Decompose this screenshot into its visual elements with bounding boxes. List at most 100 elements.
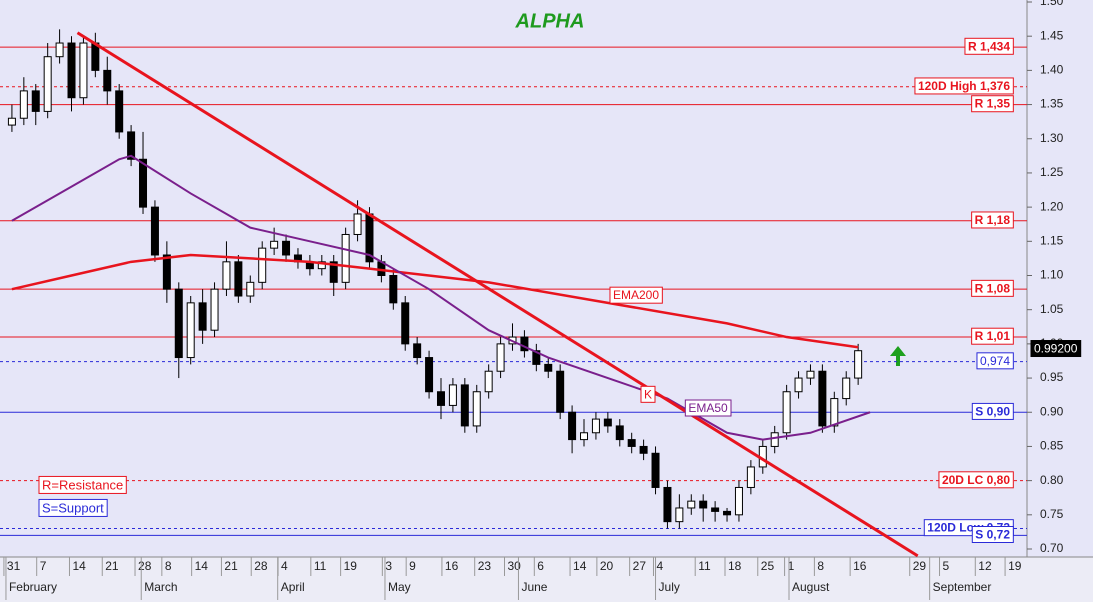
candle-body (115, 90, 124, 133)
label-box (964, 37, 1014, 55)
plot-background (0, 0, 1093, 557)
candle-body (127, 131, 136, 160)
level-label: R 1,01 (975, 329, 1011, 343)
y-tick-label: 1.15 (1040, 233, 1064, 247)
x-tick-label: 28 (254, 559, 268, 573)
x-tick-label: 11 (314, 559, 327, 573)
month-label: September (933, 580, 992, 594)
candle-body (234, 261, 243, 297)
level-label: R 1,35 (975, 97, 1011, 111)
candle-body (556, 370, 565, 413)
x-tick-label: 8 (165, 559, 172, 573)
line-label: K (644, 387, 652, 401)
x-tick-label: 20 (600, 559, 614, 573)
label-box (971, 327, 1014, 345)
label-box (971, 279, 1014, 297)
label-box (609, 286, 663, 304)
label-box (971, 402, 1014, 420)
level-label: R 1,18 (975, 213, 1011, 227)
candle-body (448, 384, 457, 406)
x-tick-label: 8 (817, 559, 824, 573)
x-tick-label: 27 (633, 559, 647, 573)
label-box (938, 471, 1014, 489)
candle-body (472, 391, 481, 427)
x-tick-label: 14 (195, 559, 209, 573)
label-box (640, 385, 656, 403)
x-tick-label: 21 (224, 559, 238, 573)
x-tick-label: 12 (978, 559, 992, 573)
x-tick-label: 9 (409, 559, 416, 573)
candle-body (270, 240, 279, 249)
candle-body (19, 90, 28, 119)
indicator-line (76, 31, 919, 558)
y-tick-label: 0.95 (1040, 370, 1064, 384)
x-tick-label: 1 (788, 559, 795, 573)
indicator-line (11, 253, 859, 349)
label-box (971, 525, 1014, 543)
month-label: March (144, 580, 177, 594)
x-tick-label: 19 (1008, 559, 1022, 573)
x-tick-label: 7 (40, 559, 47, 573)
y-tick-label: 1.30 (1040, 131, 1064, 145)
x-tick-label: 21 (105, 559, 119, 573)
candle-body (329, 261, 338, 283)
candle-body (43, 56, 52, 112)
month-label: August (792, 580, 830, 594)
candle-body (353, 213, 362, 235)
x-tick-label: 6 (537, 559, 544, 573)
candle-body (580, 432, 589, 441)
month-label: February (9, 580, 57, 594)
level-label: S 0,90 (975, 404, 1010, 418)
x-tick-label: 29 (913, 559, 927, 573)
x-tick-label: 28 (138, 559, 152, 573)
candle-body (436, 391, 445, 406)
candle-body (317, 261, 326, 270)
candle-body (7, 117, 16, 126)
candle-body (282, 240, 291, 256)
candle-body (627, 439, 636, 447)
y-tick-label: 1.20 (1040, 199, 1064, 213)
candle-body (401, 302, 410, 345)
chart-title: ALPHA (515, 10, 585, 32)
label-box (976, 352, 1014, 370)
x-tick-label: 4 (656, 559, 663, 573)
line-label: EMA50 (688, 401, 728, 415)
indicator-line (11, 154, 871, 441)
candle-body (258, 247, 267, 283)
candle-body (520, 336, 529, 352)
month-label: June (521, 580, 547, 594)
candle-body (615, 425, 624, 441)
candle-body (484, 370, 493, 393)
candle-body (246, 281, 255, 297)
y-tick-label: 0.75 (1040, 507, 1064, 521)
last-price: 0.99200 (1034, 342, 1078, 356)
month-label: May (388, 580, 411, 594)
level-label: S 0,72 (975, 527, 1010, 541)
candle-body (496, 343, 505, 372)
x-tick-label: 16 (853, 559, 867, 573)
axis-background (0, 557, 1093, 602)
candle-body (425, 357, 434, 393)
y-tick-label: 0.80 (1040, 473, 1064, 487)
x-tick-label: 31 (7, 559, 21, 573)
y-tick-label: 0.85 (1040, 439, 1064, 453)
candle-body (413, 343, 422, 359)
candle-body (544, 363, 553, 372)
label-box (684, 399, 732, 417)
candle-body (55, 42, 64, 58)
up-arrow (890, 346, 906, 366)
candle-body (723, 510, 732, 516)
y-tick-label: 1.50 (1040, 0, 1064, 8)
candle-body (210, 288, 219, 331)
x-tick-label: 18 (728, 559, 742, 573)
x-tick-label: 5 (943, 559, 950, 573)
candle-body (186, 302, 195, 359)
candle-body (782, 391, 791, 434)
label-box (38, 475, 127, 494)
y-tick-label: 1.45 (1040, 28, 1064, 42)
candle-body (532, 350, 541, 365)
candle-body (103, 69, 112, 92)
legend-note: R=Resistance (42, 477, 123, 492)
candle-body (150, 206, 159, 256)
